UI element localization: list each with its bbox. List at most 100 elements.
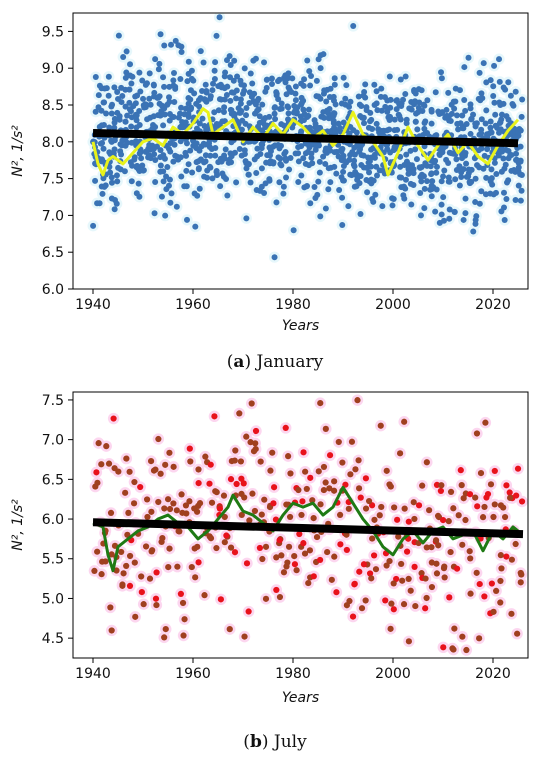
scatter-point <box>415 109 422 116</box>
scatter-point <box>130 103 137 110</box>
scatter-point <box>446 215 453 222</box>
scatter-point <box>187 105 194 112</box>
scatter-point <box>315 56 322 63</box>
scatter-point <box>197 48 204 55</box>
y-tick-label: 6.5 <box>42 245 64 261</box>
scatter-point <box>164 496 172 503</box>
scatter-point <box>143 496 151 503</box>
scatter-point <box>207 152 214 159</box>
scatter-point <box>309 160 316 167</box>
scatter-point <box>209 87 216 94</box>
scatter-point <box>428 559 435 566</box>
scatter-point <box>360 114 367 121</box>
scatter-point <box>118 548 125 556</box>
scatter-point <box>446 178 453 185</box>
scatter-point <box>451 105 458 112</box>
scatter-point <box>496 56 503 63</box>
scatter-point <box>192 574 199 581</box>
scatter-point <box>308 154 315 161</box>
scatter-point <box>467 105 474 112</box>
scatter-point <box>402 91 409 98</box>
scatter-point <box>472 120 479 127</box>
y-tick-label: 7.5 <box>42 172 64 188</box>
scatter-point <box>350 127 357 134</box>
scatter-point <box>393 106 400 113</box>
scatter-point <box>150 145 157 152</box>
scatter-point <box>240 480 247 487</box>
scatter-point <box>167 199 174 206</box>
scatter-point <box>339 194 346 201</box>
scatter-point <box>113 567 120 574</box>
scatter-point <box>161 634 168 641</box>
scatter-point <box>111 84 118 91</box>
scatter-point <box>152 124 159 131</box>
scatter-point <box>391 116 398 123</box>
scatter-point <box>185 70 192 77</box>
scatter-point <box>213 172 220 179</box>
scatter-point <box>302 468 309 475</box>
scatter-point <box>160 74 167 81</box>
scatter-point <box>156 60 163 67</box>
scatter-point <box>346 597 353 605</box>
x-tick-label: 2000 <box>375 666 411 682</box>
scatter-point <box>386 126 393 133</box>
panel-july: 1940 1960 1980 2000 2020 4.5 5.0 5.5 6.0 6.5 7.0 7.… <box>0 382 550 763</box>
scatter-point <box>460 216 467 223</box>
scatter-point <box>317 95 324 102</box>
scatter-point <box>519 96 526 103</box>
scatter-point <box>300 540 307 547</box>
scatter-point <box>458 173 465 180</box>
scatter-point <box>241 633 248 640</box>
scatter-point <box>315 178 322 185</box>
scatter-point <box>476 69 483 76</box>
scatter-point <box>343 82 350 89</box>
scatter-point <box>517 579 524 586</box>
scatter-point <box>396 174 403 181</box>
scatter-point <box>466 491 474 498</box>
scatter-point <box>331 163 338 170</box>
scatter-point <box>144 513 151 521</box>
scatter-point <box>367 163 374 170</box>
scatter-point <box>513 492 520 499</box>
scatter-point <box>108 110 115 117</box>
scatter-point <box>307 474 314 481</box>
scatter-point <box>387 625 394 632</box>
scatter-point <box>165 182 172 189</box>
scatter-point <box>515 129 522 136</box>
scatter-point <box>188 563 195 571</box>
scatter-point <box>433 169 440 176</box>
scatter-point <box>100 145 107 152</box>
scatter-point <box>220 173 227 180</box>
scatter-point <box>460 125 467 132</box>
scatter-point <box>518 113 525 120</box>
scatter-point <box>251 507 259 515</box>
scatter-point <box>459 541 466 548</box>
scatter-point <box>411 88 418 95</box>
scatter-point <box>240 90 247 97</box>
scatter-point <box>331 149 338 156</box>
y-tick-label: 8.5 <box>42 98 64 114</box>
scatter-point <box>340 152 347 159</box>
scatter-point <box>166 449 173 456</box>
scatter-point <box>306 68 313 75</box>
scatter-point <box>170 114 177 121</box>
scatter-point <box>201 159 208 166</box>
scatter-point <box>377 422 384 429</box>
scatter-point <box>282 424 289 432</box>
scatter-point <box>468 178 475 185</box>
scatter-point <box>502 86 509 93</box>
scatter-point <box>445 160 452 167</box>
scatter-point <box>155 112 162 119</box>
scatter-point <box>451 625 458 632</box>
caption-january-letter: a <box>233 352 245 372</box>
scatter-point <box>245 608 252 615</box>
scatter-point <box>478 116 485 123</box>
scatter-point <box>432 89 439 96</box>
scatter-point <box>285 70 292 77</box>
scatter-point <box>147 155 154 162</box>
scatter-point <box>320 463 328 471</box>
scatter-point <box>283 563 290 570</box>
scatter-point <box>336 187 343 194</box>
scatter-point <box>343 546 350 554</box>
scatter-point <box>185 114 192 121</box>
